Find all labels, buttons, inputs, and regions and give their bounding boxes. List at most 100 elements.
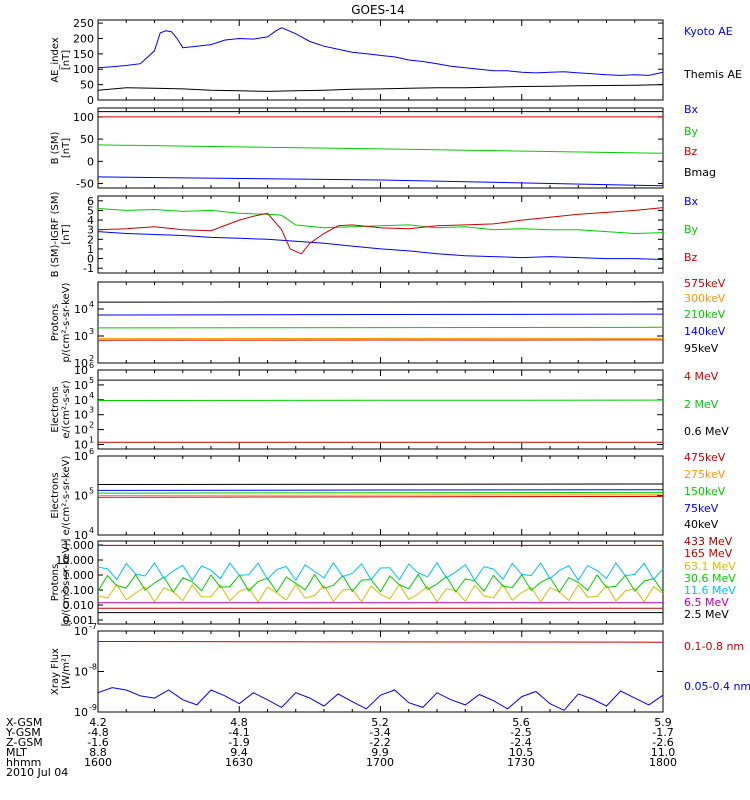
y-tick-label: 10 — [74, 303, 88, 316]
y-tick-label: 10 — [74, 424, 88, 437]
legend-label: 4 MeV — [684, 370, 719, 383]
legend-label: 2 MeV — [684, 398, 719, 411]
legend-label: Bz — [684, 145, 698, 158]
bottom-row-value: 10.5 — [509, 746, 534, 759]
y-axis-label: [nT] — [61, 224, 72, 244]
y-tick-exponent: 5 — [89, 487, 94, 496]
y-tick-label: 1.000 — [63, 539, 95, 552]
panel-frame — [97, 369, 664, 450]
bottom-row-value: -1.6 — [87, 736, 108, 749]
y-tick-label: 10.000 — [56, 554, 95, 567]
y-tick-exponent: 6 — [89, 361, 94, 370]
legend-label: 2.5 MeV — [684, 608, 729, 621]
bottom-row-value: 1800 — [649, 756, 677, 769]
y-tick-label: 10 — [74, 706, 88, 719]
y-tick-exponent: 4 — [89, 391, 94, 400]
series-line-150kev — [97, 491, 664, 494]
legend-label: 300keV — [684, 292, 726, 305]
bottom-row-value: -1.7 — [652, 726, 673, 739]
y-tick-exponent: 3 — [89, 327, 94, 336]
y-tick-label: 0.100 — [63, 584, 95, 597]
bottom-row-value: 1630 — [225, 756, 253, 769]
legend-label: Bmag — [684, 166, 716, 179]
panel-frame — [97, 19, 664, 101]
legend-label: Bz — [684, 251, 698, 264]
series-line-0-1-0-8-nm — [97, 641, 664, 643]
panel-frame — [97, 195, 664, 274]
y-tick-exponent: 2 — [89, 421, 94, 430]
y-tick-label: 10 — [74, 439, 88, 452]
bottom-row-value: 4.8 — [230, 716, 248, 729]
legend-label: 433 MeV — [684, 535, 733, 548]
legend-label: 63.1 MeV — [684, 560, 736, 573]
bottom-row-value: 9.9 — [371, 746, 389, 759]
y-axis-label: [nT] — [61, 138, 72, 158]
legend-label: 11.6 MeV — [684, 584, 736, 597]
bottom-row-value: 1600 — [84, 756, 112, 769]
y-tick-exponent: 3 — [89, 406, 94, 415]
chart-title: GOES-14 — [351, 3, 405, 17]
y-axis-label: Protons — [50, 304, 61, 341]
series-line-475kev — [97, 495, 664, 498]
y-axis-label: Electrons — [50, 472, 61, 518]
y-tick-label: 10 — [74, 364, 88, 377]
y-tick-label: 100 — [73, 63, 94, 76]
y-tick-exponent: 4 — [89, 300, 94, 309]
legend-label: By — [684, 125, 699, 138]
series-line-by — [97, 144, 664, 154]
y-axis-label: Electrons — [50, 386, 61, 432]
bottom-row-label: Y-GSM — [5, 726, 41, 739]
bottom-row-value: -2.2 — [369, 736, 390, 749]
y-tick-label: 5 — [87, 204, 94, 217]
panel-b_sm: 100 50 0 -50 B (SM) [nT] Bx By Bz Bmag — [50, 103, 716, 191]
series-line-kyoto-ae — [97, 27, 664, 76]
panel-protons_mev: 1.000 10.000 1.000 0.100 0.010 0.001 Protons [p… — [50, 535, 736, 627]
legend-label: 30.6 MeV — [684, 572, 736, 585]
y-axis-label: B (SM)-IGRF (SM) — [50, 192, 61, 278]
bottom-row-label: MLT — [6, 746, 27, 759]
y-tick-label: 10 — [74, 379, 88, 392]
series-line-30-6-mev — [97, 573, 664, 594]
bottom-row-value: 5.6 — [512, 716, 530, 729]
legend-label: Kyoto AE — [684, 25, 733, 38]
y-tick-exponent: 5 — [89, 376, 94, 385]
bottom-row-value: -4.1 — [228, 726, 249, 739]
y-axis-label: p/(cm²-s-sr-keV) — [61, 282, 72, 362]
y-tick-label: 10 — [74, 625, 88, 638]
y-tick-label: 10 — [74, 357, 88, 370]
bottom-axis-labels: X-GSM 4.2 4.8 5.2 5.6 5.9Y-GSM -4.8 -4.1 -3.4 -2.… — [5, 716, 677, 779]
legend-label: 150keV — [684, 485, 726, 498]
series-line-75kev — [97, 489, 664, 491]
bottom-row-label: Z-GSM — [6, 736, 43, 749]
bottom-row-value: -2.4 — [510, 736, 531, 749]
legend-label: 75keV — [684, 502, 719, 515]
y-tick-label: 1.000 — [63, 569, 95, 582]
legend-label: 95keV — [684, 342, 719, 355]
legend-label: 6.5 MeV — [684, 596, 729, 609]
legend-label: 140keV — [684, 325, 726, 338]
y-axis-label: Xray Flux — [50, 648, 61, 695]
date-label: 2010 Jul 04 — [6, 766, 68, 779]
bottom-row-value: -2.6 — [652, 736, 673, 749]
legend-label: 0.05-0.4 nm — [684, 680, 750, 693]
legend-label: Bx — [684, 195, 699, 208]
bottom-row-value: 9.4 — [230, 746, 248, 759]
legend-label: By — [684, 223, 699, 236]
bottom-row-label: X-GSM — [6, 716, 42, 729]
y-axis-label: e/(cm²-s-sr) — [61, 380, 72, 438]
bottom-row-value: -1.9 — [228, 736, 249, 749]
series-line-bx — [97, 176, 664, 187]
series-line-210kev — [97, 326, 664, 329]
y-tick-label: 10 — [74, 330, 88, 343]
y-tick-exponent: 2 — [89, 354, 94, 363]
y-axis-label: [nT] — [61, 50, 72, 70]
bottom-row-value: 5.2 — [371, 716, 389, 729]
y-tick-label: 100 — [73, 111, 94, 124]
y-tick-exponent: -7 — [89, 622, 97, 631]
